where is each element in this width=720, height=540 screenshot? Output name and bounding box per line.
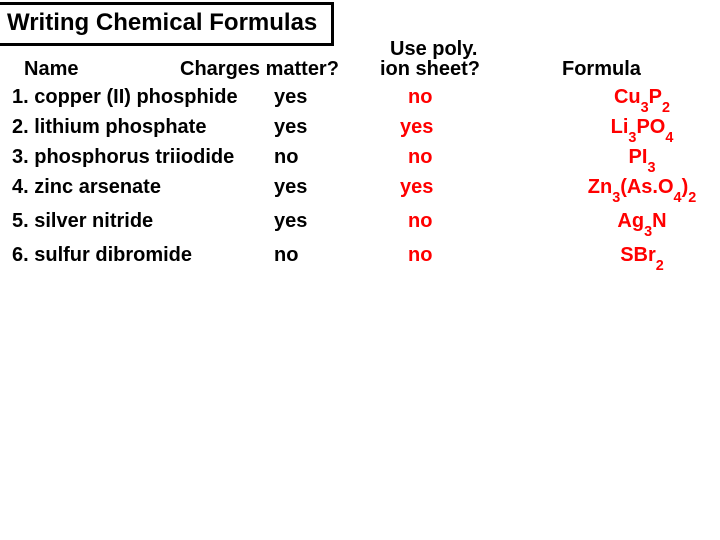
cell-poly: yes <box>400 176 433 199</box>
table-row: 2. lithium phosphate yes yes Li3PO4 <box>12 116 712 146</box>
cell-formula: Cu3P2 <box>552 86 720 112</box>
table-row: 3. phosphorus triiodide no no PI3 <box>12 146 712 176</box>
cell-name: 4. zinc arsenate <box>12 176 161 199</box>
cell-poly: no <box>408 244 432 267</box>
cell-poly: no <box>408 146 432 169</box>
table-row: 1. copper (II) phosphide yes no Cu3P2 <box>12 86 712 116</box>
cell-name: 3. phosphorus triiodide <box>12 146 234 169</box>
header-formula: Formula <box>562 58 641 81</box>
cell-name: 1. copper (II) phosphide <box>12 86 238 109</box>
header-poly-bottom: ion sheet? <box>380 58 480 81</box>
cell-charges: no <box>274 146 298 169</box>
cell-name: 6. sulfur dibromide <box>12 244 192 267</box>
cell-name: 2. lithium phosphate <box>12 116 206 139</box>
cell-formula: Ag3N <box>552 210 720 236</box>
table-row: 4. zinc arsenate yes yes Zn3(As.O4)2 <box>12 176 712 206</box>
content-table: Name Charges matter? Use poly. ion sheet… <box>12 38 712 274</box>
cell-charges: yes <box>274 86 307 109</box>
cell-formula: PI3 <box>552 146 720 172</box>
header-name: Name <box>24 58 78 81</box>
cell-formula: SBr2 <box>552 244 720 270</box>
cell-formula: Zn3(As.O4)2 <box>552 176 720 202</box>
table-row: 6. sulfur dibromide no no SBr2 <box>12 244 712 274</box>
cell-charges: yes <box>274 116 307 139</box>
cell-poly: yes <box>400 116 433 139</box>
cell-name: 5. silver nitride <box>12 210 153 233</box>
cell-poly: no <box>408 86 432 109</box>
cell-poly: no <box>408 210 432 233</box>
header-charges: Charges matter? <box>180 58 339 81</box>
table-header: Name Charges matter? Use poly. ion sheet… <box>12 38 712 86</box>
cell-charges: no <box>274 244 298 267</box>
cell-formula: Li3PO4 <box>552 116 720 142</box>
cell-charges: yes <box>274 176 307 199</box>
table-row: 5. silver nitride yes no Ag3N <box>12 210 712 240</box>
title-text: Writing Chemical Formulas <box>7 9 317 36</box>
cell-charges: yes <box>274 210 307 233</box>
